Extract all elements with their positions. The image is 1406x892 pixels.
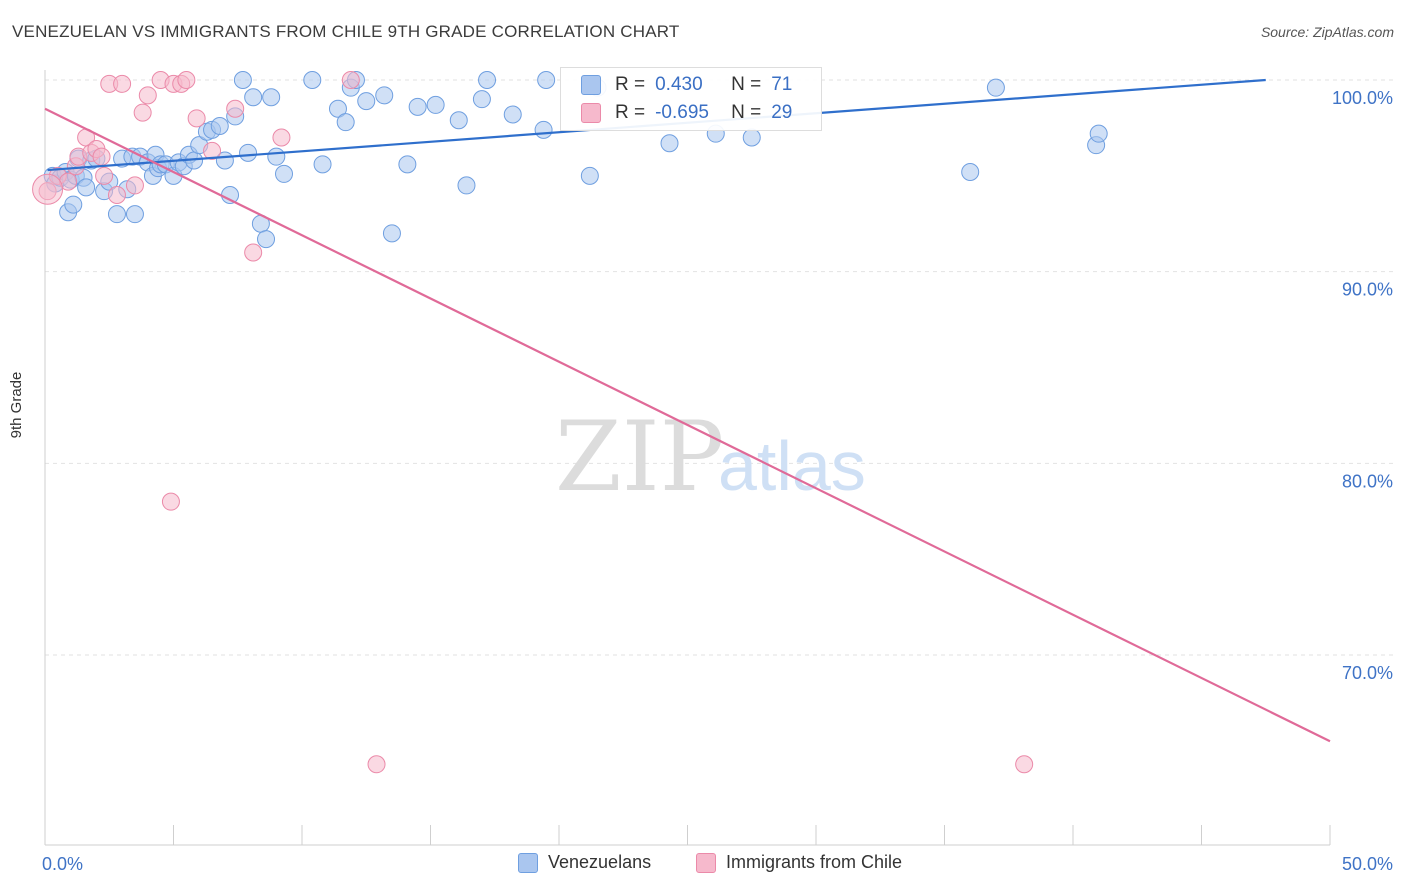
chile-point xyxy=(203,141,222,160)
venezuelans-point xyxy=(239,143,258,162)
chile-point xyxy=(341,71,360,89)
venezuelans-point xyxy=(449,111,468,130)
venezuelans-point xyxy=(262,88,281,107)
y-tick-label: 100.0% xyxy=(1332,88,1393,108)
legend-item-venezuelans: Venezuelans xyxy=(518,852,651,873)
venezuelans-point xyxy=(357,92,376,111)
chile-point xyxy=(95,166,114,185)
stats-r-value: -0.695 xyxy=(655,102,709,123)
y-tick-label: 70.0% xyxy=(1342,663,1393,683)
venezuelans-point xyxy=(398,155,417,174)
chart-title: VENEZUELAN VS IMMIGRANTS FROM CHILE 9TH … xyxy=(12,22,680,41)
stats-r-value: 0.430 xyxy=(655,74,703,95)
chile-point xyxy=(125,176,144,195)
chile-point xyxy=(1015,755,1034,774)
chile-point xyxy=(133,103,152,122)
legend-item-chile: Immigrants from Chile xyxy=(696,852,902,873)
stats-n-value: 71 xyxy=(771,74,793,95)
watermark-atlas: atlas xyxy=(718,427,866,505)
stats-row-venezuelans: R = 0.430 N = 71 xyxy=(581,72,792,98)
chile-point xyxy=(367,755,386,774)
legend: Venezuelans Immigrants from Chile xyxy=(0,852,1406,876)
venezuelans-point xyxy=(257,230,276,249)
stats-n-value: 29 xyxy=(771,102,793,123)
venezuelans-point xyxy=(457,176,476,195)
watermark-zip: ZIP xyxy=(555,401,724,513)
stats-swatch-blue xyxy=(581,75,601,95)
chile-point xyxy=(244,243,263,262)
venezuelans-point xyxy=(580,166,599,185)
venezuelans-point xyxy=(426,95,445,114)
venezuelans-point xyxy=(537,71,556,89)
x-tick-label: 0.0% xyxy=(42,854,83,874)
chile-point xyxy=(226,99,245,118)
venezuelans-point xyxy=(478,71,497,89)
venezuelans-point xyxy=(503,105,522,124)
chile-points xyxy=(32,71,1034,774)
venezuelans-point xyxy=(77,178,96,197)
tick-labels: 100.0% 90.0% 80.0% 70.0% 0.0% 50.0% xyxy=(42,88,1393,874)
grid-lines xyxy=(45,79,1393,656)
axes xyxy=(44,70,1331,846)
chile-point xyxy=(92,147,111,166)
source-credit: Source: ZipAtlas.com xyxy=(1260,24,1394,40)
x-tick-label: 50.0% xyxy=(1342,854,1393,874)
chile-point xyxy=(32,173,64,205)
legend-swatch-pink xyxy=(696,852,716,873)
venezuelans-point xyxy=(660,134,679,153)
y-tick-label: 80.0% xyxy=(1342,471,1393,491)
chile-point xyxy=(107,186,126,204)
legend-label: Venezuelans xyxy=(548,852,652,872)
venezuelans-point xyxy=(107,205,126,224)
chile-point xyxy=(177,71,196,89)
venezuelans-point xyxy=(233,71,252,89)
venezuelans-point xyxy=(336,113,355,132)
stats-r-label: R = xyxy=(615,74,646,95)
venezuelans-point xyxy=(328,99,347,118)
venezuelans-point xyxy=(125,205,144,224)
stats-n-label: N = xyxy=(731,74,762,95)
venezuelans-point xyxy=(210,117,229,135)
venezuelans-point xyxy=(313,155,332,174)
chile-point xyxy=(161,492,180,511)
stats-n-label: N = xyxy=(731,102,762,123)
chile-point xyxy=(138,86,157,105)
stats-row-chile: R = -0.695 N = 29 xyxy=(581,100,792,126)
chile-trend-line xyxy=(44,107,1331,743)
stats-swatch-pink xyxy=(581,103,601,123)
legend-label: Immigrants from Chile xyxy=(726,852,903,872)
venezuelans-point xyxy=(303,71,322,89)
venezuelans-point xyxy=(267,147,286,166)
y-tick-label: 90.0% xyxy=(1342,280,1393,300)
correlation-stats-box: R = 0.430 N = 71 R = -0.695 N = 29 xyxy=(560,67,822,131)
chile-point xyxy=(272,128,291,147)
chile-point xyxy=(187,109,206,128)
venezuelans-point xyxy=(472,90,491,109)
venezuelans-point xyxy=(244,88,263,107)
venezuelans-point xyxy=(534,120,553,139)
legend-swatch-blue xyxy=(518,852,538,873)
venezuelans-point xyxy=(275,164,294,183)
stats-r-label: R = xyxy=(615,102,646,123)
venezuelans-point xyxy=(961,163,980,181)
venezuelans-point xyxy=(1089,124,1108,143)
venezuelans-point xyxy=(64,195,83,214)
venezuelans-point xyxy=(742,128,761,147)
chile-point xyxy=(113,74,132,93)
venezuelans-point xyxy=(986,78,1005,97)
venezuelans-point xyxy=(382,224,401,243)
venezuelans-point xyxy=(375,86,394,105)
venezuelans-point xyxy=(408,97,427,116)
